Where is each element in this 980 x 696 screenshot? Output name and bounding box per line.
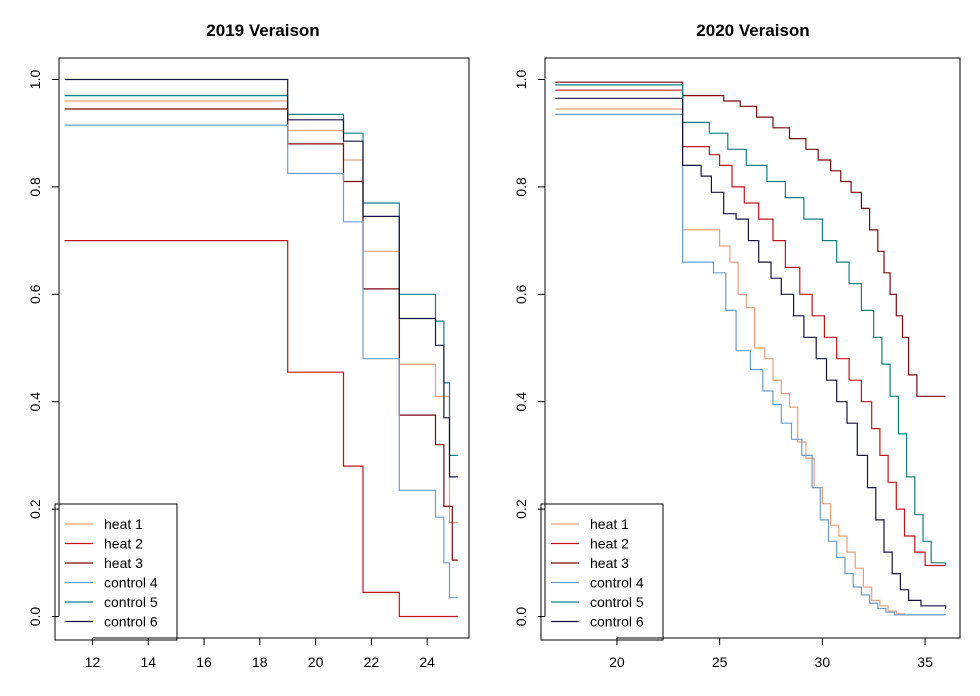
series-line-heat-1 (555, 108, 946, 616)
series-line-control-6 (555, 97, 947, 609)
plot-marks (555, 81, 947, 616)
legend-label: heat 1 (104, 516, 143, 532)
chart-title: 2020 Veraison (696, 21, 809, 40)
legend: heat 1 heat 2 heat 3 control 4 control 5 cont… (540, 503, 664, 641)
plot-marks (64, 78, 458, 618)
y-axis: 0.0 0.2 0.4 0.6 0.8 1.0 (27, 70, 60, 627)
legend: heat 1 heat 2 heat 3 control 4 control 5 cont… (54, 503, 178, 641)
x-tick-label: 18 (252, 654, 268, 670)
panel-2020-veraison: 2020 Veraison heat 1 heat 2 heat 3 control … (513, 21, 961, 670)
y-tick-label: 0.2 (513, 499, 529, 519)
series-line-heat-1 (64, 100, 458, 524)
x-tick-label: 12 (85, 654, 101, 670)
y-tick-label: 0.8 (27, 177, 43, 197)
x-axis: 12 14 16 18 20 22 24 (85, 637, 435, 670)
x-tick-label: 20 (308, 654, 324, 670)
y-axis: 0.0 0.2 0.4 0.6 0.8 1.0 (513, 70, 546, 627)
y-tick-label: 1.0 (27, 70, 43, 90)
panel-2019-veraison: 2019 Veraison heat 1 heat 2 heat 3 control … (27, 21, 470, 670)
legend-box (54, 503, 178, 641)
y-tick-label: 0.0 (513, 607, 529, 627)
series-line-control-4 (555, 113, 946, 616)
y-tick-label: 0.2 (27, 499, 43, 519)
legend-label: control 5 (590, 594, 644, 610)
legend-label: heat 1 (590, 516, 629, 532)
y-tick-label: 0.6 (27, 284, 43, 304)
x-tick-label: 25 (712, 654, 728, 670)
legend-label: heat 3 (590, 555, 629, 571)
legend-label: control 4 (104, 575, 158, 591)
series-line-control-5 (555, 84, 947, 566)
legend-label: control 6 (104, 614, 158, 630)
series-line-heat-3 (555, 81, 946, 397)
y-tick-label: 1.0 (513, 70, 529, 90)
series-line-heat-3 (64, 108, 458, 561)
x-tick-label: 20 (609, 654, 625, 670)
series-line-control-4 (64, 124, 458, 599)
legend-label: control 4 (590, 575, 644, 591)
y-tick-label: 0.4 (27, 392, 43, 412)
x-tick-label: 22 (364, 654, 380, 670)
series-line-control-6 (64, 78, 458, 478)
x-tick-label: 14 (140, 654, 156, 670)
y-tick-label: 0.8 (513, 177, 529, 197)
legend-label: heat 2 (104, 536, 143, 552)
legend-label: heat 2 (590, 536, 629, 552)
x-tick-label: 35 (917, 654, 933, 670)
legend-label: control 6 (590, 614, 644, 630)
x-axis: 20 25 30 35 (609, 637, 933, 670)
legend-label: heat 3 (104, 555, 143, 571)
y-tick-label: 0.4 (513, 392, 529, 412)
x-tick-label: 16 (196, 654, 212, 670)
chart-title: 2019 Veraison (206, 21, 319, 40)
series-line-heat-2 (64, 240, 458, 618)
y-tick-label: 0.0 (27, 607, 43, 627)
legend-box (540, 503, 664, 641)
x-tick-label: 30 (815, 654, 831, 670)
series-line-heat-2 (555, 89, 946, 567)
x-tick-label: 24 (419, 654, 435, 670)
y-tick-label: 0.6 (513, 284, 529, 304)
legend-label: control 5 (104, 594, 158, 610)
